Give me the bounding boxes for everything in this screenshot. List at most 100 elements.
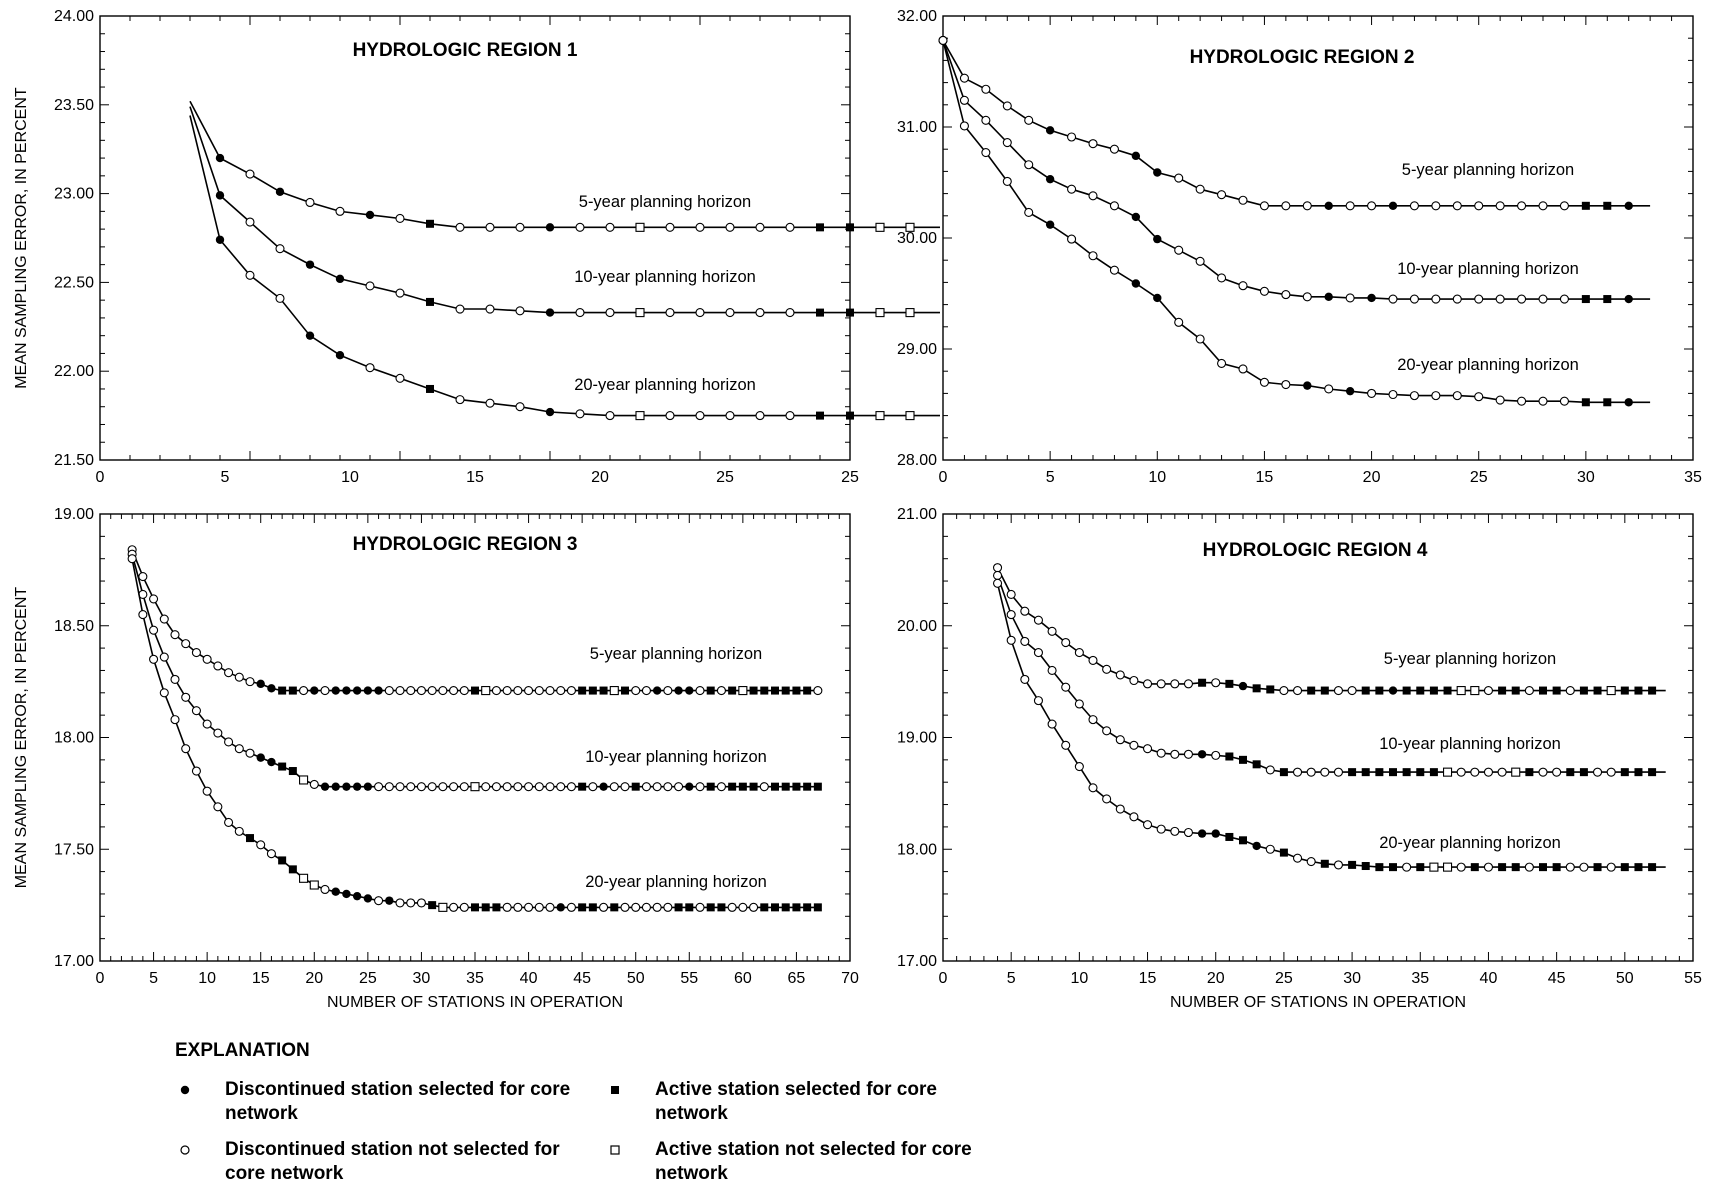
- data-point: [959, 73, 969, 83]
- data-point: [363, 686, 373, 695]
- y-tick-label: 32.00: [897, 8, 937, 25]
- data-point: [365, 210, 375, 220]
- data-point: [846, 223, 854, 232]
- data-point: [905, 308, 915, 318]
- x-tick-label: 25: [359, 970, 377, 987]
- data-point: [1033, 615, 1044, 625]
- x-tick-label: 20: [1363, 469, 1381, 486]
- data-point: [1581, 398, 1590, 407]
- data-point: [609, 686, 619, 696]
- data-point: [1238, 281, 1248, 291]
- data-point: [605, 411, 615, 421]
- data-point: [685, 686, 694, 695]
- data-point: [759, 782, 769, 792]
- data-point: [1239, 755, 1247, 764]
- data-point: [1115, 804, 1125, 814]
- data-point: [1388, 201, 1398, 211]
- data-point: [1456, 686, 1466, 696]
- data-point: [170, 715, 180, 725]
- data-point: [310, 686, 319, 695]
- data-point: [202, 786, 212, 796]
- data-point: [578, 782, 587, 791]
- data-point: [159, 614, 169, 624]
- data-point: [755, 411, 765, 421]
- data-point: [266, 849, 276, 859]
- x-tick-label: 0: [96, 469, 105, 486]
- data-point: [1279, 686, 1289, 696]
- x-tick-label: 0: [939, 970, 948, 987]
- series-line: [942, 40, 1651, 300]
- data-point: [674, 903, 683, 912]
- data-point: [288, 686, 297, 695]
- data-point: [245, 169, 255, 179]
- data-point: [491, 782, 501, 792]
- data-point: [1431, 201, 1441, 211]
- legend-heading: EXPLANATION: [175, 1040, 310, 1061]
- data-point: [755, 308, 765, 318]
- data-point: [459, 686, 469, 696]
- chart-title: HYDROLOGIC REGION 3: [353, 534, 578, 555]
- data-point: [1375, 686, 1384, 695]
- series-line: [996, 583, 1666, 868]
- data-point: [875, 411, 885, 421]
- data-point: [1156, 748, 1166, 758]
- data-point: [1361, 768, 1370, 777]
- data-point: [1006, 635, 1016, 645]
- axis-ticks: [942, 15, 1694, 461]
- legend: EXPLANATION Discontinued station selecte…: [175, 1040, 1075, 1184]
- data-point: [427, 686, 437, 696]
- data-point: [1603, 398, 1612, 407]
- data-point: [395, 288, 405, 298]
- data-point: [1524, 862, 1534, 872]
- series-label: 10-year planning horizon: [1397, 260, 1579, 278]
- data-point: [1129, 740, 1139, 750]
- data-point: [1033, 648, 1044, 658]
- data-point: [599, 686, 608, 695]
- data-point: [534, 902, 544, 912]
- data-point: [202, 654, 212, 664]
- data-point: [1565, 862, 1575, 872]
- data-point: [1074, 648, 1084, 658]
- data-point: [1002, 137, 1012, 148]
- data-point: [1320, 767, 1330, 777]
- data-point: [803, 686, 812, 695]
- y-tick-label: 21.00: [897, 506, 937, 523]
- data-point: [181, 744, 191, 754]
- data-point: [428, 901, 437, 910]
- data-point: [1624, 398, 1633, 407]
- data-point: [1153, 293, 1162, 303]
- data-point: [224, 668, 234, 678]
- data-point: [1470, 863, 1479, 872]
- open-circle-marker-icon: [180, 1145, 190, 1155]
- data-point: [245, 217, 255, 227]
- data-point: [803, 903, 812, 912]
- data-point: [1495, 201, 1505, 211]
- series-line: [942, 40, 1651, 404]
- data-point: [288, 767, 297, 776]
- legend-item-active-selected: Active station selected for core network: [605, 1078, 1025, 1128]
- data-point: [471, 686, 479, 695]
- data-point: [459, 902, 469, 912]
- data-point: [1142, 744, 1153, 754]
- data-point: [395, 213, 405, 224]
- data-point: [1409, 294, 1419, 304]
- data-point: [1020, 636, 1030, 646]
- data-point: [1067, 234, 1077, 244]
- series-3: 20-year planning horizon: [127, 554, 822, 912]
- filled-square-marker-icon: [611, 1086, 619, 1094]
- data-point: [365, 363, 375, 373]
- data-point: [234, 672, 244, 682]
- data-point: [1259, 377, 1269, 387]
- data-point: [1156, 679, 1166, 689]
- data-point: [1002, 176, 1012, 186]
- data-point: [320, 884, 330, 895]
- x-tick-label: 30: [1577, 469, 1595, 486]
- x-tick-label: 20: [591, 469, 609, 486]
- data-point: [455, 222, 465, 232]
- series-1: 5-year planning horizon: [992, 563, 1666, 696]
- series-line: [189, 106, 940, 314]
- data-point: [1416, 863, 1425, 872]
- data-point: [575, 308, 585, 318]
- y-tick-label: 30.00: [897, 230, 937, 247]
- data-point: [513, 782, 523, 792]
